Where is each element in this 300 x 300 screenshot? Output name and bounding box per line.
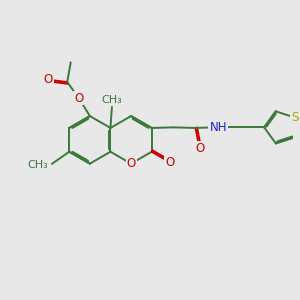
Text: CH₃: CH₃ <box>28 160 48 170</box>
Text: O: O <box>44 73 53 86</box>
Text: O: O <box>165 156 175 169</box>
Text: CH₃: CH₃ <box>101 95 122 105</box>
Text: NH: NH <box>209 121 227 134</box>
Text: O: O <box>127 157 136 170</box>
Text: S: S <box>291 111 298 124</box>
Text: O: O <box>195 142 204 155</box>
Text: O: O <box>74 92 83 104</box>
